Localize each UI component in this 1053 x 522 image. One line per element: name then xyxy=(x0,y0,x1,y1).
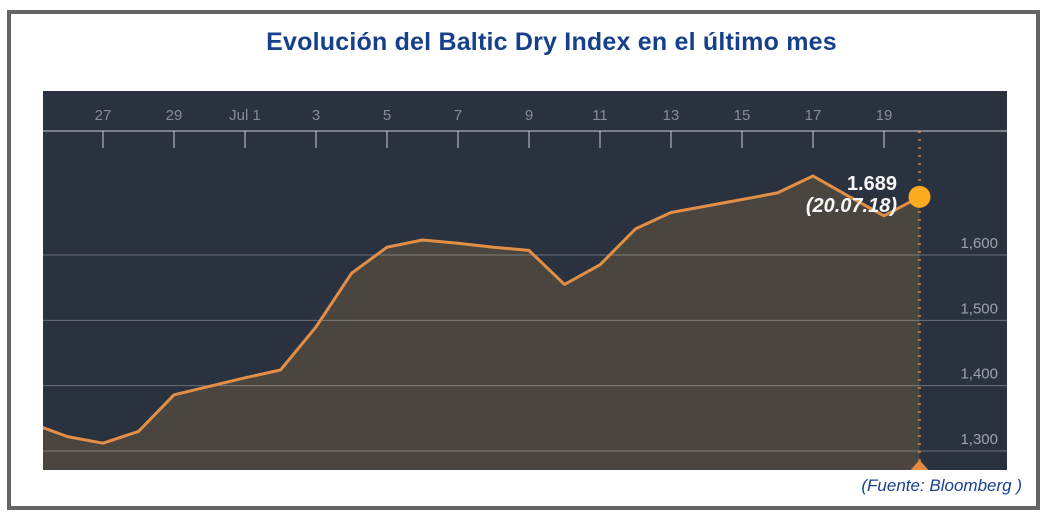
x-axis-label: 3 xyxy=(312,107,320,124)
y-axis-label-1300: 1,300 xyxy=(960,431,998,448)
end-marker-dot xyxy=(908,185,931,208)
y-axis-label-1500: 1,500 xyxy=(960,300,998,317)
area-fill xyxy=(43,176,920,470)
x-axis-label: 19 xyxy=(876,107,893,124)
x-axis-label: 11 xyxy=(592,107,608,124)
x-axis-label: 5 xyxy=(383,107,391,124)
x-axis-label: 9 xyxy=(525,107,533,124)
y-axis-label-1600: 1,600 xyxy=(960,235,998,252)
x-axis-label: 29 xyxy=(166,107,183,124)
data-line xyxy=(43,174,921,445)
chart-canvas: 1,600 1,500 1,400 1,300 27 29 Jul 1 3 5 7 9 11 13 15 1… xyxy=(43,91,1007,470)
y-axis-label-1400: 1,400 xyxy=(960,366,998,383)
x-axis-label: 17 xyxy=(805,107,822,124)
last-value-date: (20.07.18) xyxy=(805,195,897,217)
plot-background xyxy=(43,91,1007,470)
x-axis-label: Jul 1 xyxy=(229,107,261,124)
x-axis-label: 27 xyxy=(95,107,112,124)
outer-frame: Evolución del Baltic Dry Index en el últ… xyxy=(7,10,1040,510)
last-value-annotation: 1.689 (20.07.18) xyxy=(806,173,897,217)
x-axis-label: 15 xyxy=(734,107,751,124)
cursor-triangle-icon xyxy=(910,460,929,470)
source-note: (Fuente: Bloomberg ) xyxy=(861,476,1022,495)
x-axis-label: 13 xyxy=(663,107,680,124)
x-axis-label: 7 xyxy=(454,107,462,124)
baltic-dry-index-chart: 1,600 1,500 1,400 1,300 27 29 Jul 1 3 5 7 9 11 13 15 1… xyxy=(43,91,1007,470)
last-value-label: 1.689 xyxy=(846,173,897,195)
chart-title: Evolución del Baltic Dry Index en el últ… xyxy=(266,28,837,56)
